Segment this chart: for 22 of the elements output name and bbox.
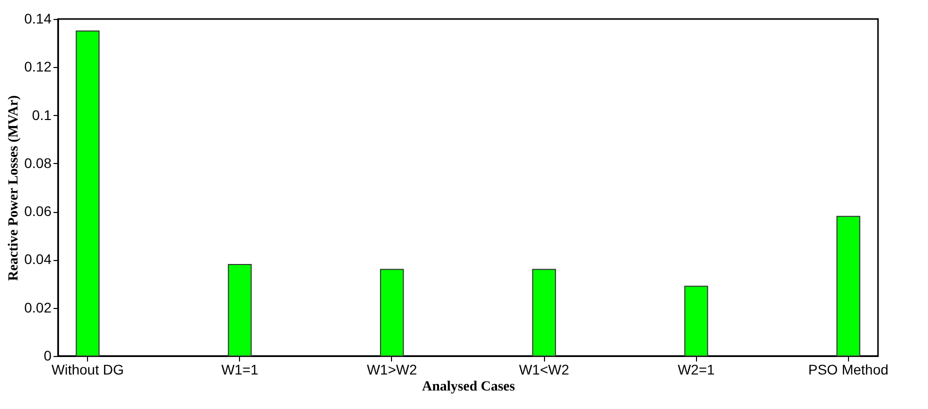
x-tick-label: W1<W2 (518, 362, 570, 378)
bar (836, 216, 860, 356)
y-tick-label: 0 (44, 348, 52, 364)
x-axis-title: Analysed Cases (422, 380, 516, 394)
bar (76, 30, 100, 356)
y-axis-title: Reactive Power Losses (MVAr) (6, 94, 22, 281)
bar (684, 286, 708, 356)
bar (228, 264, 252, 356)
y-tick-label: 0.08 (24, 154, 52, 171)
x-tick-label: W1>W2 (366, 362, 418, 378)
bar (532, 268, 556, 356)
y-tick-label: 0.14 (24, 10, 52, 26)
x-tick-label: W1=1 (221, 362, 258, 378)
bar (380, 268, 404, 356)
y-tick-label: 0.12 (24, 58, 52, 75)
x-tick-label: Without DG (51, 362, 124, 378)
x-tick-label: PSO Method (808, 362, 888, 378)
y-tick-label: 0.02 (24, 299, 52, 316)
x-tick-label: W2=1 (678, 362, 715, 378)
y-tick-label: 0.04 (24, 251, 52, 268)
y-tick-label: 0.06 (24, 203, 52, 220)
y-tick-label: 0.1 (32, 106, 52, 123)
